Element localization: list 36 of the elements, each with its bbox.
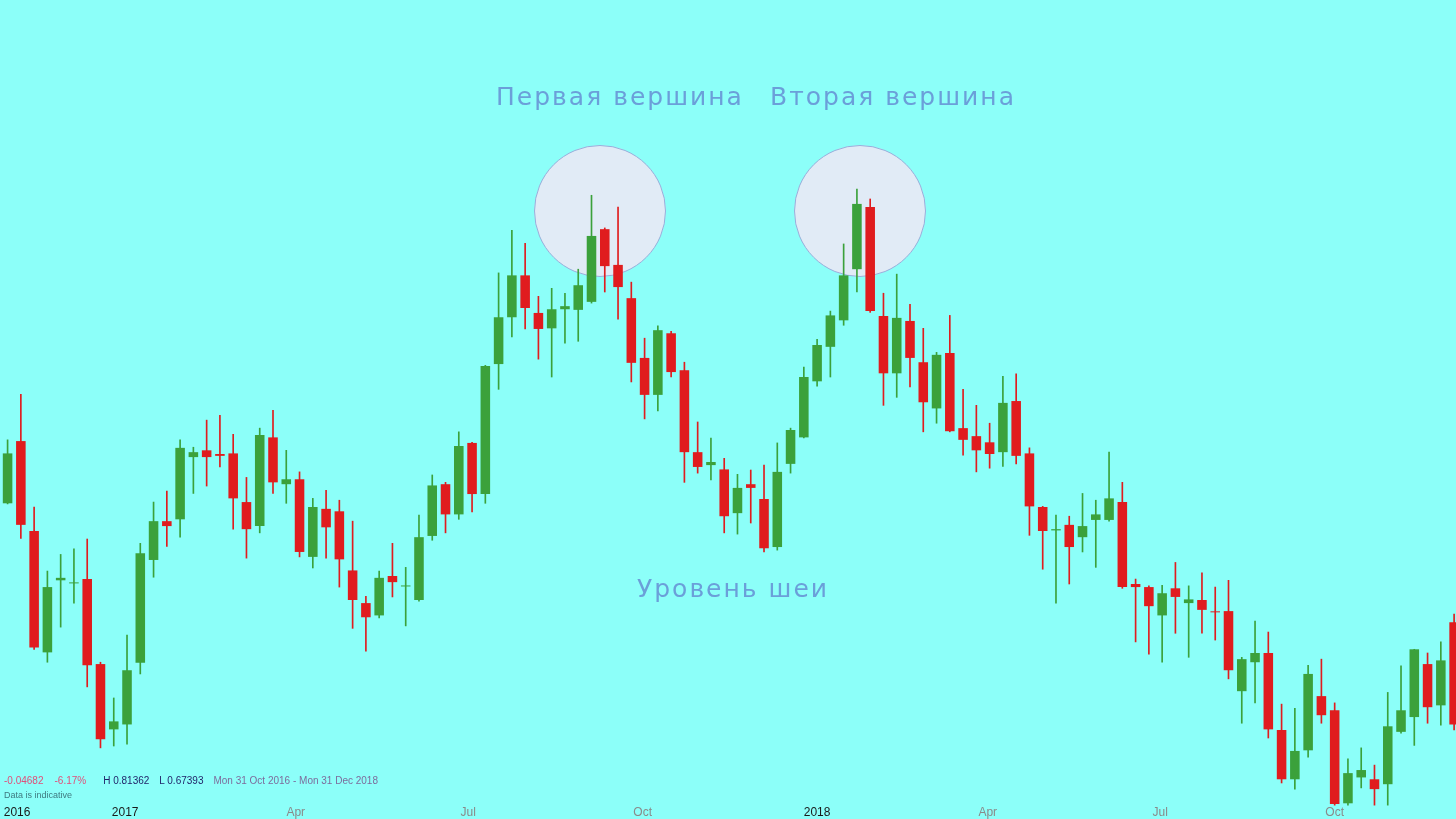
candlestick [745, 469, 756, 524]
candlestick [108, 697, 119, 747]
text: Первая вершина [496, 82, 744, 111]
candlestick [1210, 586, 1221, 641]
candlestick [706, 437, 716, 481]
x-tick-label: Jul [1152, 805, 1168, 819]
candlestick [560, 292, 570, 344]
candlestick [400, 567, 411, 627]
candlestick [69, 548, 79, 604]
candlestick [1091, 499, 1101, 568]
annotation: Уровень шеи [636, 574, 830, 603]
candlestick [1356, 747, 1366, 789]
candlestick [546, 287, 557, 378]
annotation: -6.17% [54, 775, 87, 787]
candlestick [1197, 572, 1207, 634]
annotation: -0.04682 [4, 775, 44, 787]
candlestick [1183, 585, 1194, 658]
annotation: Data is indicative [4, 790, 73, 800]
x-tick-label: Oct [1325, 805, 1345, 819]
candlestick [162, 490, 172, 547]
x-tick-label: Oct [633, 805, 653, 819]
candlestick [281, 449, 292, 504]
text: Вторая вершина [770, 82, 1016, 111]
annotation: H 0.81362 [103, 775, 150, 787]
annotation: L 0.67393 [159, 775, 204, 787]
x-tick-label: 2016 [3, 805, 31, 819]
x-tick-label: Apr [978, 805, 998, 819]
x-tick-label: Jul [460, 805, 476, 819]
annotation: Mon 31 Oct 2016 - Mon 31 Dec 2018 [213, 775, 378, 787]
x-tick-label: 2017 [111, 805, 139, 819]
x-tick-label: 2018 [803, 805, 831, 819]
candlestick [958, 389, 968, 456]
candlestick [1250, 620, 1260, 704]
candlestick [215, 414, 225, 468]
candlestick [613, 206, 623, 320]
x-tick-label: Apr [286, 805, 306, 819]
